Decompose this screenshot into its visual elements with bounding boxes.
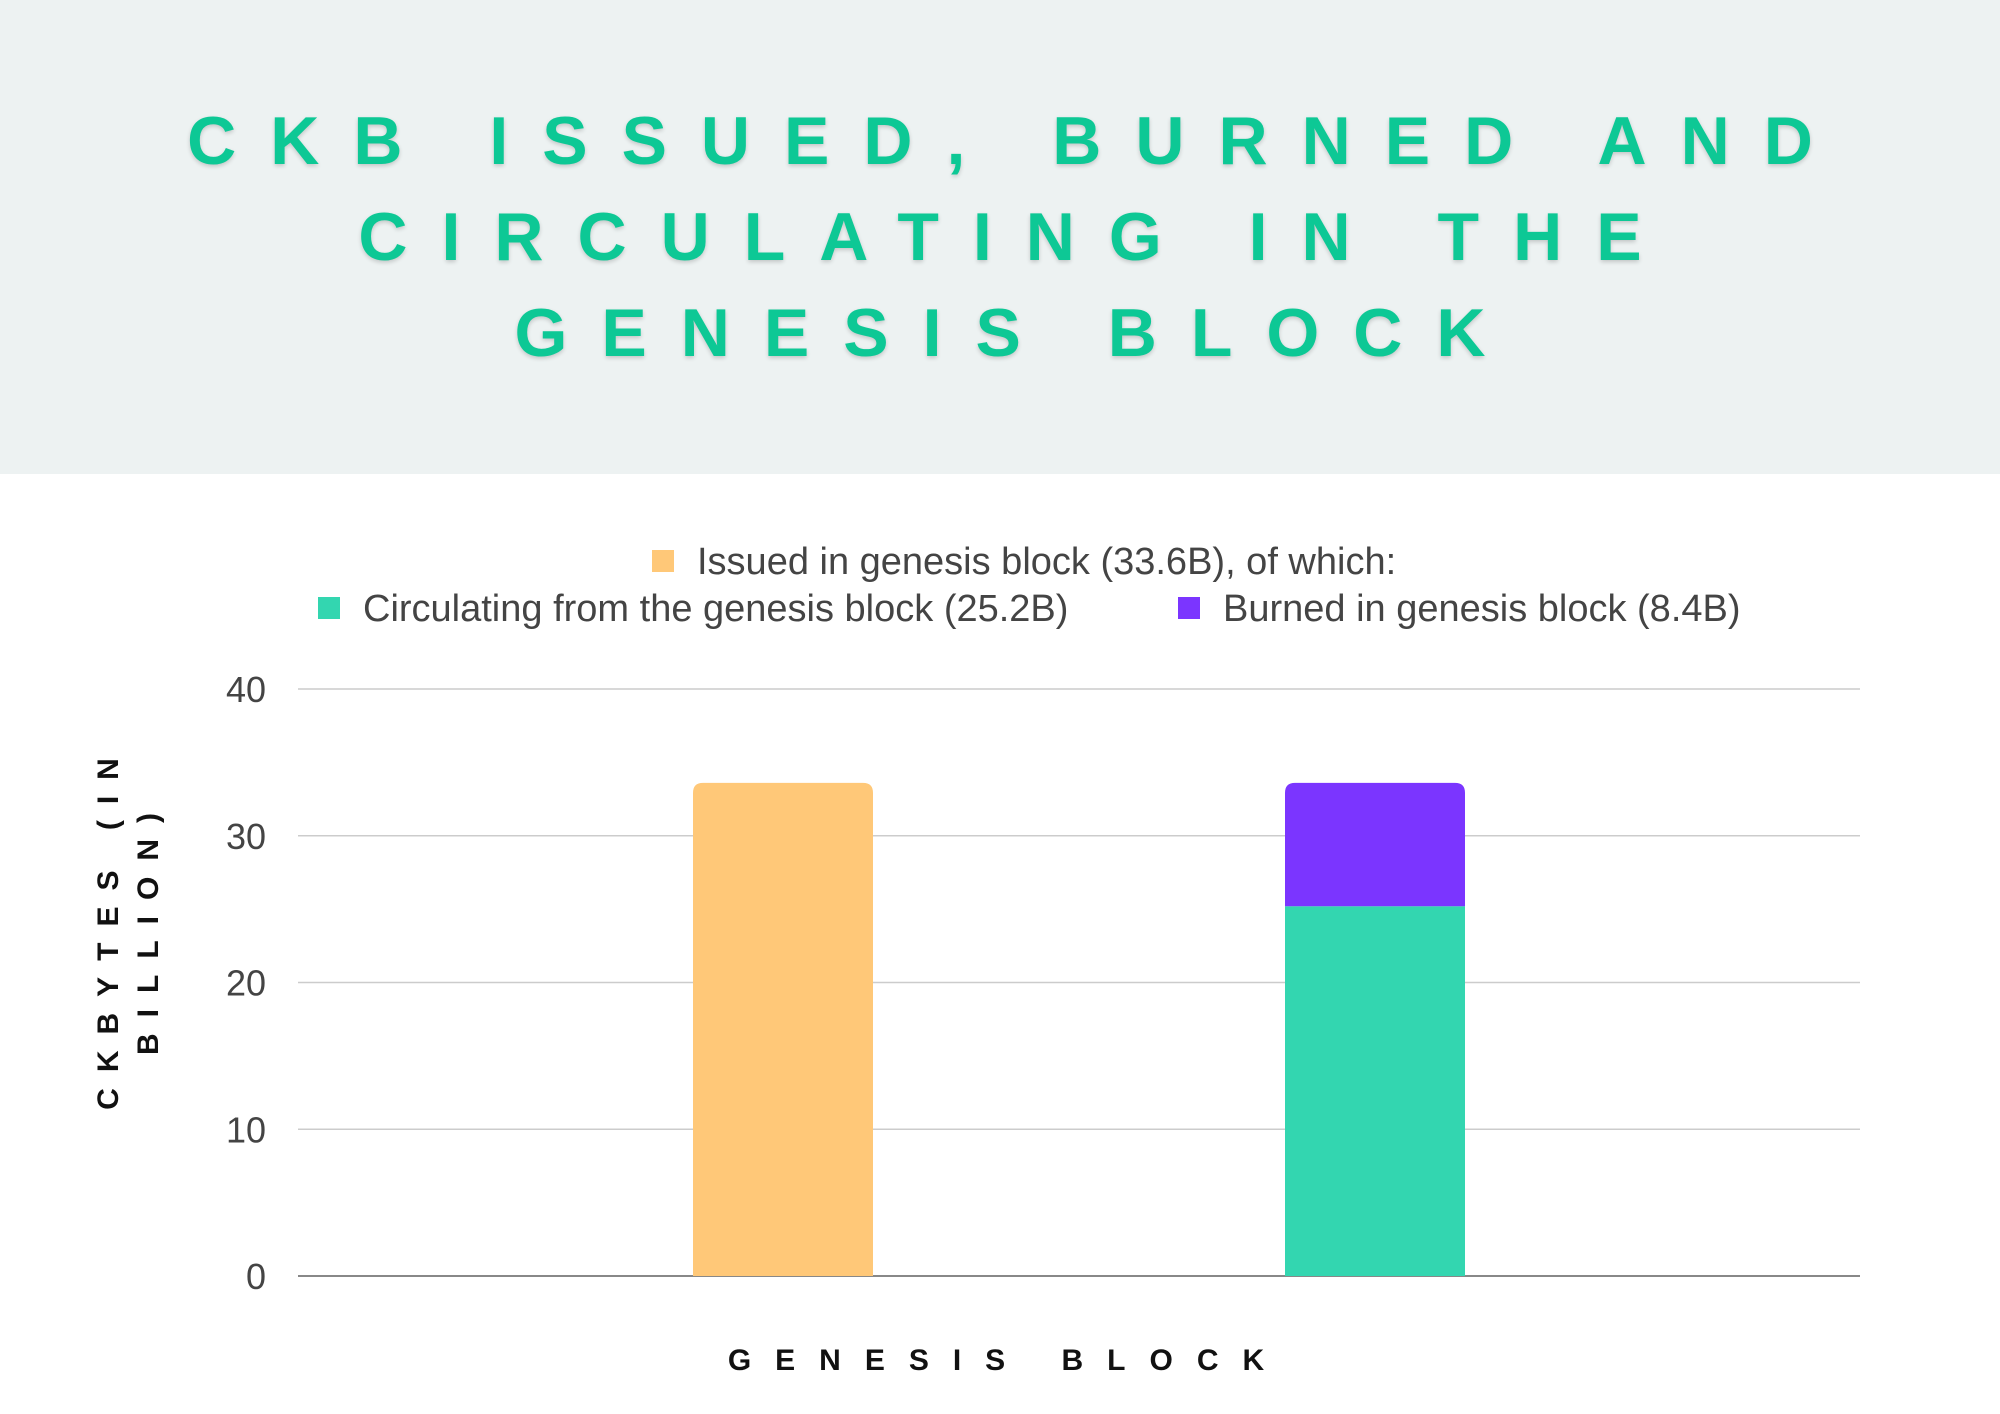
y-axis-label-line-2: BILLION) [132,797,165,1055]
x-axis-label: GENESIS BLOCK [728,1344,1288,1377]
legend-label: Burned in genesis block (8.4B) [1223,588,1741,630]
y-axis-label-line-1: CKBYTES (IN [92,742,125,1110]
legend-item-3: Burned in genesis block (8.4B) [1178,588,1741,630]
bar-segment-issued-in-genesis-block [693,782,873,1276]
y-tick-label: 30 [226,816,266,857]
bar-segment-circulating-from-the-genesis-block [1285,906,1465,1276]
y-tick-label: 40 [226,669,266,710]
legend: Issued in genesis block (33.6B), of whic… [318,541,1741,630]
bar-segment-burned-in-genesis-block [1285,782,1465,907]
legend-label: Issued in genesis block (33.6B), of whic… [697,541,1396,583]
title-banner: CKB ISSUED, BURNED AND CIRCULATING IN TH… [0,0,2000,474]
gridlines [298,688,1860,1277]
bars [693,782,1465,1276]
legend-swatch [652,550,674,572]
y-axis-ticks: 0 10 20 30 40 [226,669,266,1297]
y-tick-label: 0 [246,1256,266,1297]
legend-label: Circulating from the genesis block (25.2… [363,588,1068,630]
bar-chart: Issued in genesis block (33.6B), of whic… [92,541,1860,1377]
y-tick-label: 20 [226,963,266,1004]
legend-swatch [1178,597,1200,619]
legend-swatch [318,597,340,619]
y-tick-label: 10 [226,1109,266,1150]
chart-title: CKB ISSUED, BURNED AND CIRCULATING IN TH… [187,103,1847,371]
bar-2 [1285,782,1465,1276]
legend-item-1: Issued in genesis block (33.6B), of whic… [652,541,1396,583]
bar-1 [693,782,873,1276]
legend-item-2: Circulating from the genesis block (25.2… [318,588,1068,630]
